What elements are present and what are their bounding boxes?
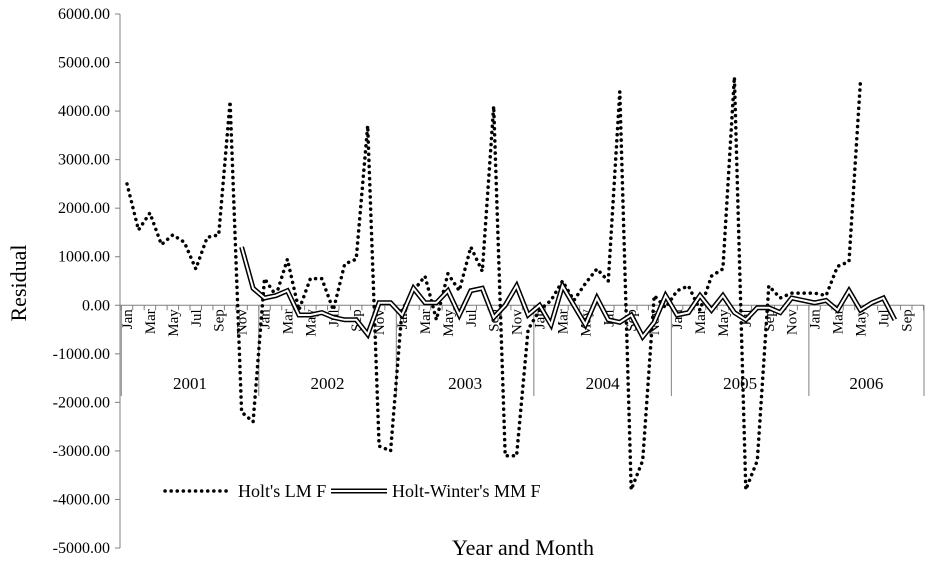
x-month-label: May [441,309,457,337]
x-month-label: Mar [693,309,709,334]
y-tick-label: -4000.00 [53,491,110,508]
y-tick-label: 5000.00 [58,55,110,72]
x-axis: Jan Mar May Jul Sep Nov Jan Mar May Jul Sep Nov Jan M… [120,304,925,396]
x-month-label: Sep [212,309,228,332]
x-month-label: Jul [464,309,480,327]
x-year-label: 2002 [311,374,345,393]
y-tick-label: 0.00 [82,297,110,314]
y-tick-label: -5000.00 [53,540,110,557]
y-axis-title: Residual [6,245,31,322]
x-month-label: Jul [876,309,892,327]
x-year-label: 2006 [849,374,883,393]
series-holt-winters-mm [239,246,898,342]
series-line-holts-lm [125,75,863,492]
series-holts-lm [125,75,863,492]
x-axis-title: Year and Month [452,535,594,560]
x-month-label: Mar [280,309,296,334]
x-month-label: Jul [189,309,205,327]
x-month-label: May [853,309,869,337]
y-tick-label: -2000.00 [53,394,110,411]
y-tick-label: 3000.00 [58,152,110,169]
y-tick-label: -3000.00 [53,443,110,460]
x-month-label: Mar [418,309,434,334]
y-axis: 6000.00 5000.00 4000.00 3000.00 2000.00 1000.… [53,6,121,557]
x-month-label: Nov [785,309,801,335]
x-month-label: Nov [510,309,526,335]
x-year-label: 2001 [173,374,207,393]
x-month-label: Jan [120,309,136,329]
x-month-label: May [716,309,732,337]
x-year-label: 2003 [448,374,482,393]
legend-label-holts-lm: Holt's LM F [238,481,326,501]
x-month-label: Mar [555,309,571,334]
y-tick-label: 4000.00 [58,103,110,120]
x-month-label: Sep [899,309,915,332]
x-month-label: Mar [831,309,847,334]
series-line-holt-winters-mm-inner [240,246,896,339]
x-year-label: 2005 [723,374,757,393]
legend-label-holt-winters-mm: Holt-Winter's MM F [392,481,541,501]
y-tick-label: -1000.00 [53,346,110,363]
y-tick-label: 6000.00 [58,6,110,23]
x-month-label: Mar [143,309,159,334]
legend: Holt's LM F Holt-Winter's MM F [163,481,541,501]
x-month-label: May [166,309,182,337]
x-year-label: 2004 [586,374,621,393]
y-tick-label: 1000.00 [58,249,110,266]
series-layer [125,75,898,492]
x-month-label: Sep [762,309,778,332]
y-tick-label: 2000.00 [58,200,110,217]
x-month-label: Jan [808,309,824,329]
